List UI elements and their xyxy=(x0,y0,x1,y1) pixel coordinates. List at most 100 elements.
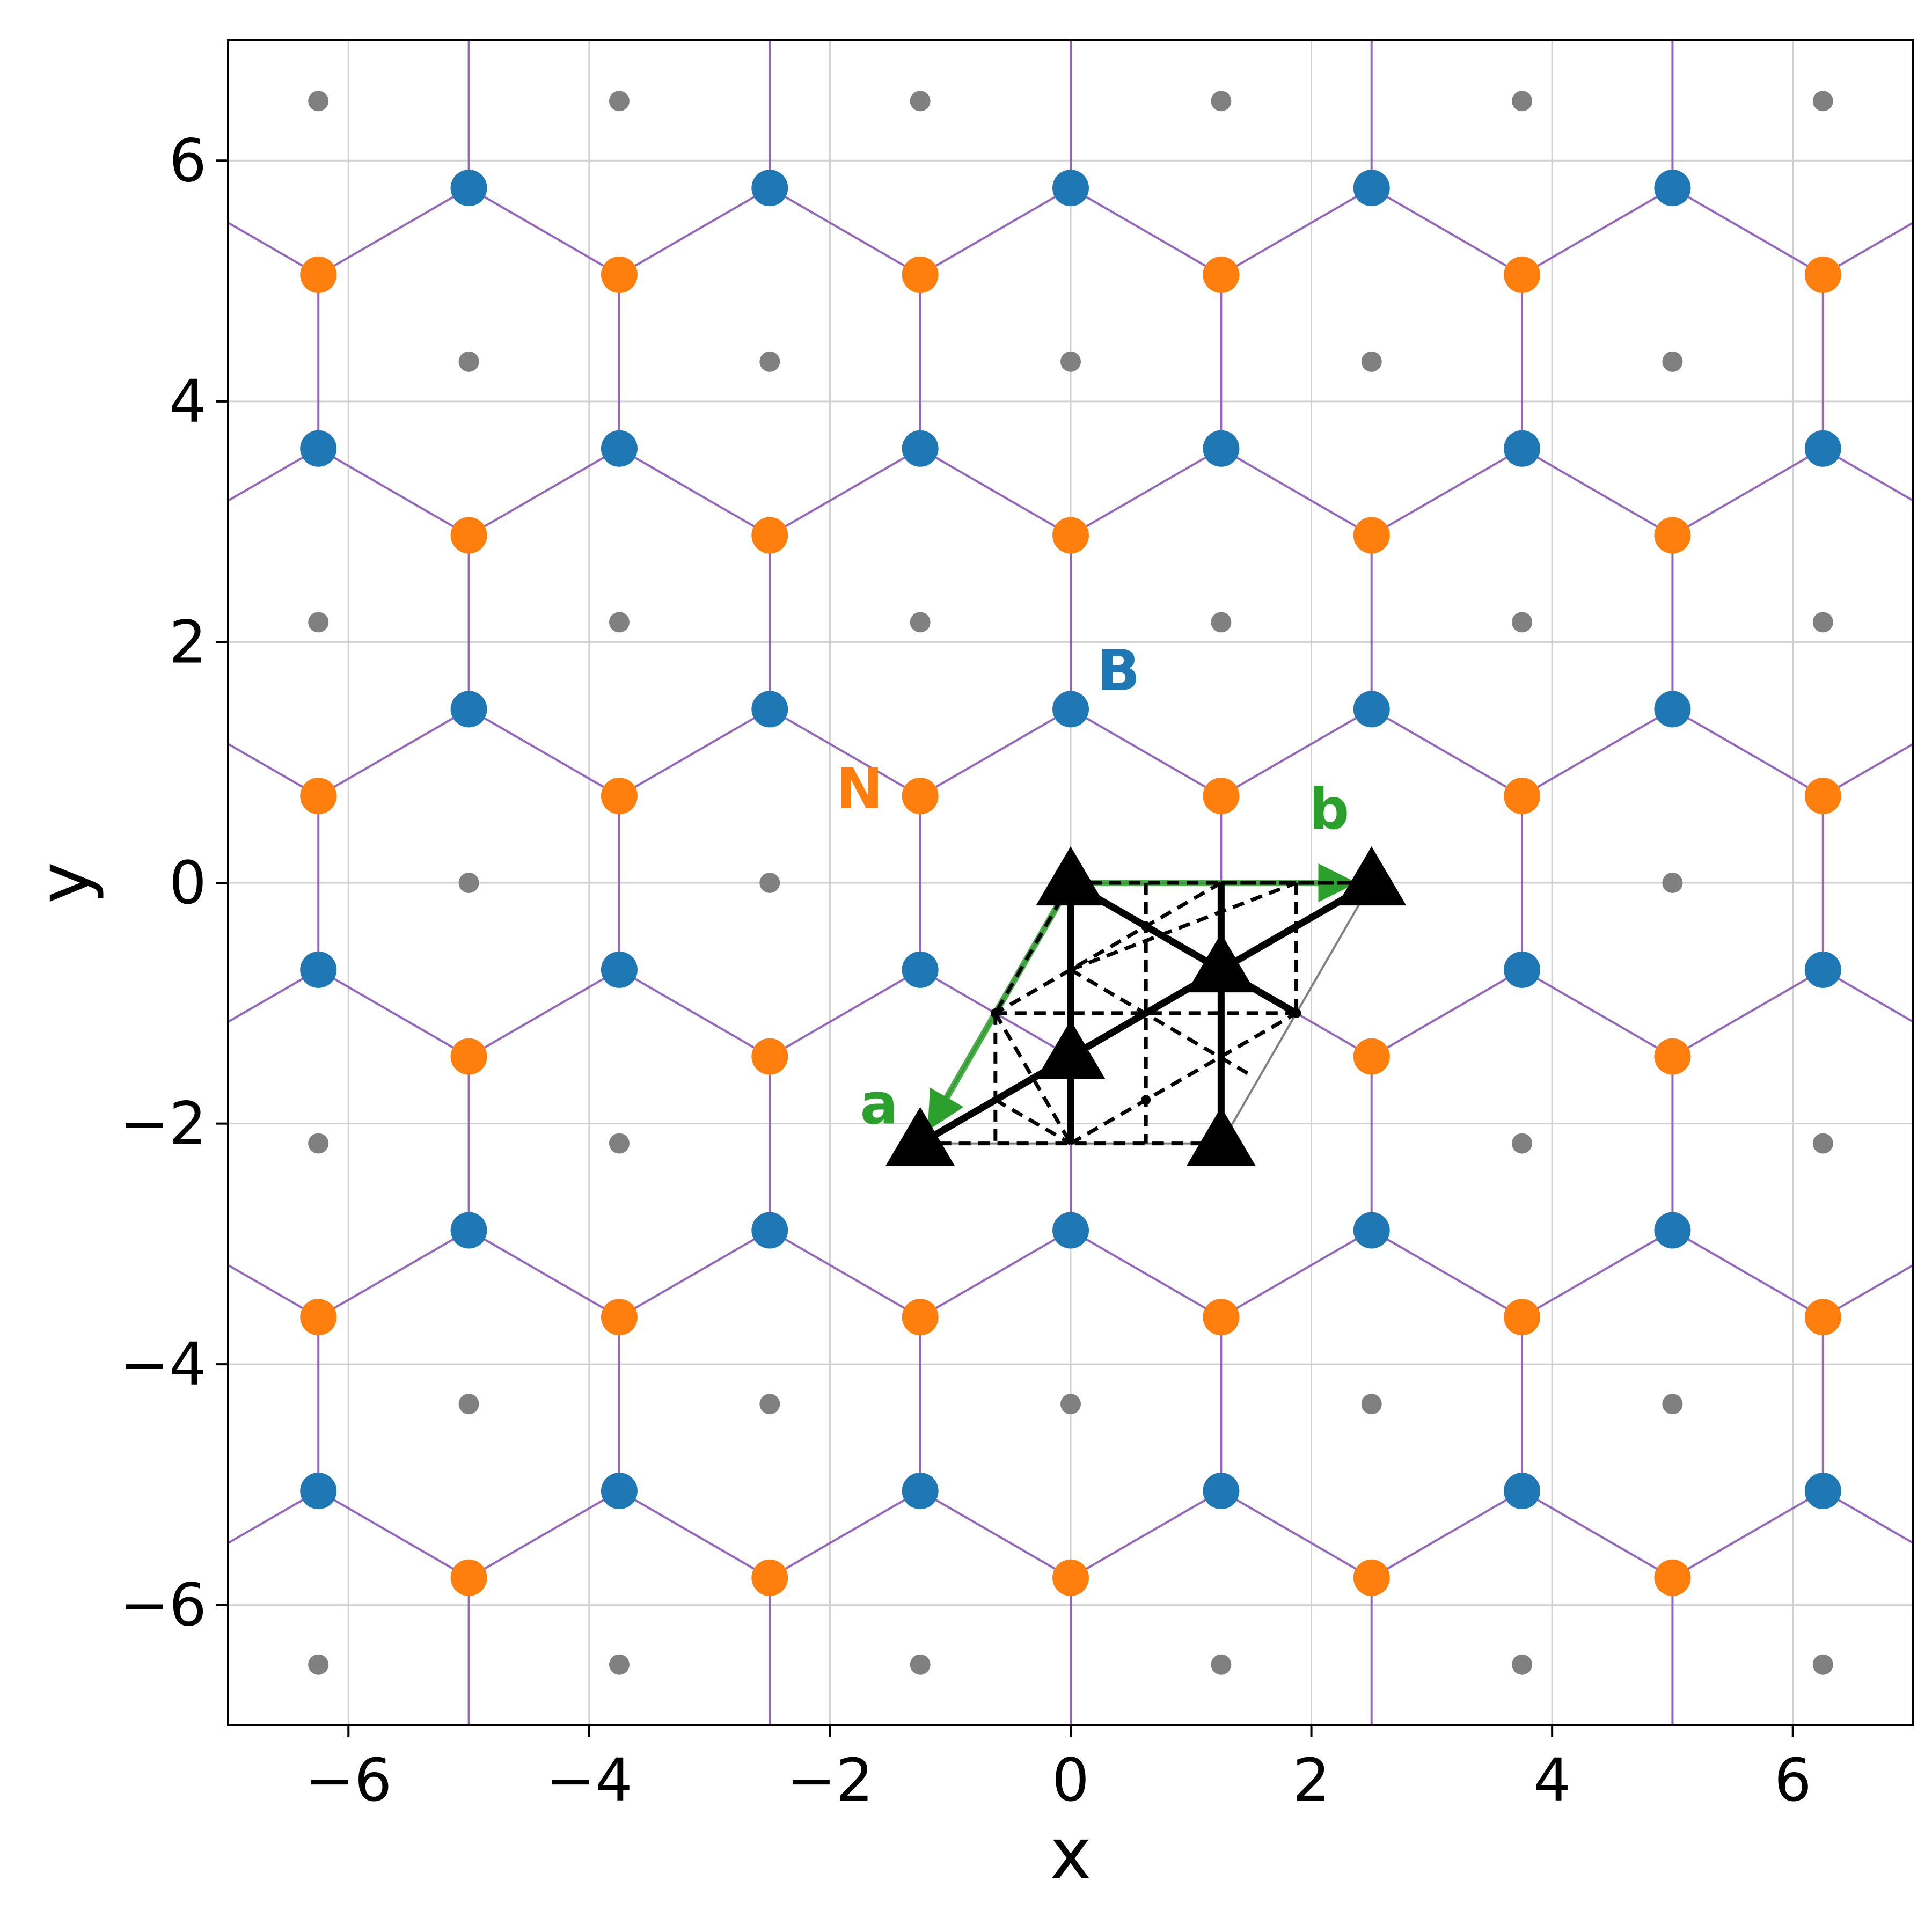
hexagon-center-point xyxy=(1812,91,1833,112)
nitrogen-atom-point xyxy=(1504,1299,1541,1336)
threefold-axis-triangle xyxy=(1337,846,1407,906)
boron-atom-point xyxy=(1353,691,1390,728)
nitrogen-atom-point xyxy=(1353,1038,1390,1075)
nitrogen-atom-point xyxy=(1203,256,1240,293)
boron-atom-point xyxy=(1654,691,1691,728)
bond-line xyxy=(1822,969,1913,1023)
nitrogen-atom-point xyxy=(300,778,337,815)
boron-atom-point xyxy=(751,1212,788,1249)
x-tick-label: 0 xyxy=(1052,1746,1089,1814)
boron-atom-point xyxy=(1052,691,1089,728)
bond-line xyxy=(769,448,921,537)
hexagon-center-point xyxy=(458,873,479,893)
x-tick-label: −4 xyxy=(546,1746,633,1814)
hexagon-center-point xyxy=(759,351,780,372)
y-tick-label: 4 xyxy=(169,367,207,436)
hexagon-center-point xyxy=(1812,612,1833,633)
hexagon-center-point xyxy=(609,1133,630,1154)
boron-atom-point xyxy=(1804,951,1841,988)
bond-line xyxy=(228,742,319,797)
annotation-label: B xyxy=(1097,638,1140,704)
bond-line xyxy=(468,1490,620,1579)
nitrogen-atom-point xyxy=(1353,517,1390,554)
boron-atom-point xyxy=(1504,430,1541,467)
bond-line xyxy=(1220,187,1372,276)
bond-line xyxy=(1220,448,1372,537)
dashed-symmetry-line xyxy=(1070,1011,1298,1145)
hexagon-center-point xyxy=(910,1654,931,1675)
nitrogen-atom-point xyxy=(1504,256,1541,293)
bond-line xyxy=(1220,708,1372,797)
boron-atom-point xyxy=(1353,1212,1390,1249)
boron-atom-point xyxy=(751,170,788,207)
hexagon-center-point xyxy=(910,612,931,633)
nitrogen-atom-point xyxy=(450,1038,487,1075)
bond-line xyxy=(1371,708,1523,797)
bond-line xyxy=(769,187,921,276)
x-axis-label: x xyxy=(1050,1813,1092,1896)
bond-line xyxy=(228,221,319,276)
hexagon-center-point xyxy=(609,1654,630,1675)
bond-line xyxy=(618,187,771,276)
hexagon-center-point xyxy=(1512,1133,1533,1154)
boron-atom-point xyxy=(1504,951,1541,988)
bond-line xyxy=(1070,708,1222,797)
bond-line xyxy=(1672,448,1824,537)
annotation-label: b xyxy=(1309,777,1349,842)
boron-atom-point xyxy=(902,951,939,988)
y-axis-label: y xyxy=(23,862,106,904)
bond-line xyxy=(919,187,1072,276)
boron-atom-point xyxy=(450,691,487,728)
boron-atom-point xyxy=(450,1212,487,1249)
boron-atom-point xyxy=(1804,430,1841,467)
bond-line xyxy=(318,1490,470,1579)
hexagon-center-point xyxy=(759,1394,780,1415)
dashed-symmetry-line xyxy=(993,1012,1073,1145)
bond-line xyxy=(919,1229,1072,1319)
hexagon-center-point xyxy=(1211,612,1232,633)
nitrogen-atom-point xyxy=(601,256,638,293)
boron-atom-point xyxy=(300,430,337,467)
hexagon-center-point xyxy=(1361,351,1382,372)
boron-atom-point xyxy=(1353,170,1390,207)
nitrogen-atom-point xyxy=(1654,1038,1691,1075)
bond-line xyxy=(1521,969,1673,1058)
bond-line xyxy=(769,1490,921,1579)
hexagon-center-point xyxy=(1512,91,1533,112)
bond-line xyxy=(769,969,921,1058)
hexagon-center-point xyxy=(308,91,329,112)
threefold-axis-triangle xyxy=(1186,1107,1256,1166)
y-tick-label: 6 xyxy=(169,126,207,195)
bond-line xyxy=(618,1490,771,1579)
nitrogen-atom-point xyxy=(1203,1299,1240,1336)
boron-atom-point xyxy=(300,951,337,988)
threefold-axis-dot xyxy=(990,1008,1000,1018)
dashed-symmetry-line xyxy=(994,881,1223,1015)
bond-line xyxy=(468,708,620,797)
bond-line xyxy=(1371,1490,1523,1579)
bond-line xyxy=(1070,187,1222,276)
bond-line xyxy=(228,969,319,1023)
nitrogen-atom-point xyxy=(751,517,788,554)
bond-line xyxy=(318,1229,470,1319)
nitrogen-atom-point xyxy=(601,778,638,815)
dashed-symmetry-line xyxy=(994,1098,1072,1145)
bond-line xyxy=(318,187,470,276)
bond-line xyxy=(1371,448,1523,537)
bond-line xyxy=(1070,1490,1222,1579)
boron-atom-point xyxy=(902,1473,939,1510)
y-tick-label: −6 xyxy=(120,1571,207,1640)
solid-symmetry-line xyxy=(1069,880,1298,1016)
bond-line xyxy=(1672,969,1824,1058)
annotations: B Na b xyxy=(836,638,1350,1137)
bond-line xyxy=(1220,1490,1372,1579)
hexagon-center-point xyxy=(609,91,630,112)
bond-line xyxy=(318,969,470,1058)
boron-atom-point xyxy=(1654,1212,1691,1249)
bond-line xyxy=(919,1490,1072,1579)
boron-atom-point xyxy=(1203,1473,1240,1510)
threefold-axis-triangle xyxy=(1186,933,1256,993)
bond-line xyxy=(228,1263,319,1319)
hexagon-center-point xyxy=(759,873,780,893)
